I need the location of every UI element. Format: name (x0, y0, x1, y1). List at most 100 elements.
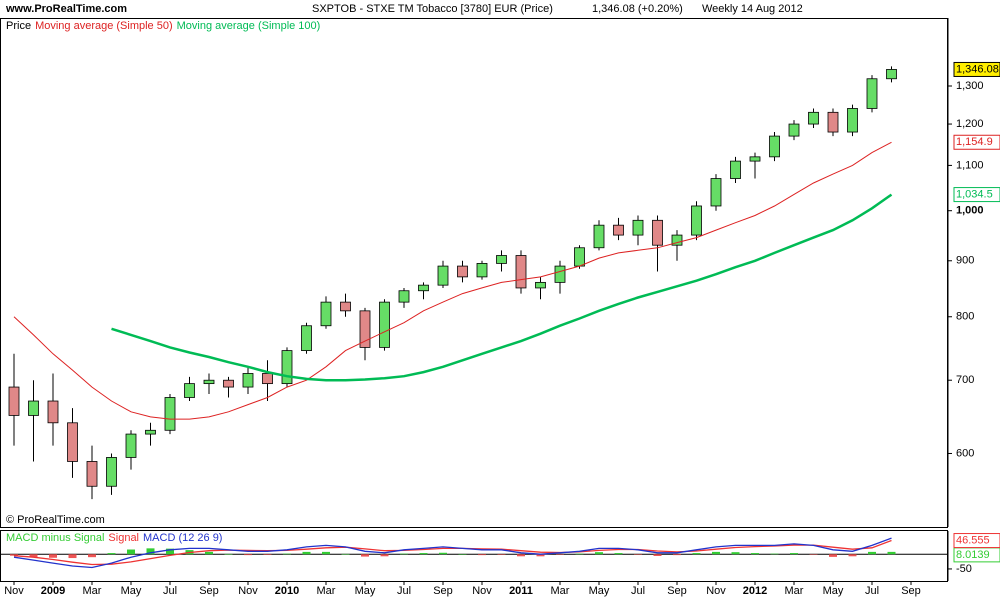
candle-body (515, 255, 527, 289)
histogram-bar (809, 554, 818, 555)
last-value-label: 46.555 (956, 534, 990, 546)
histogram-bar (536, 554, 545, 557)
candle-body (886, 69, 897, 80)
candle-body (398, 290, 410, 303)
histogram-bar (88, 554, 96, 558)
histogram-bar (692, 553, 701, 555)
histogram-bar (29, 554, 38, 558)
candle-body (164, 397, 176, 431)
candle-body (320, 301, 332, 327)
histogram-bar (556, 554, 564, 555)
candle-body (632, 219, 644, 236)
histogram-bar (10, 554, 18, 556)
x-tick-label: Nov (238, 585, 258, 597)
x-tick-label: Jul (631, 585, 645, 597)
candle-body (808, 111, 819, 125)
price-panel (0, 18, 948, 528)
histogram-bar (244, 554, 252, 556)
histogram-bar (770, 553, 779, 555)
x-tick-label: Nov (472, 585, 492, 597)
histogram-bar (868, 551, 876, 555)
candle-body (242, 373, 254, 388)
histogram-bar (887, 551, 896, 555)
candle-body (8, 386, 20, 416)
histogram-bar (49, 554, 57, 558)
candle-body (281, 350, 293, 385)
last-price-box (953, 61, 1000, 77)
histogram-bar (439, 552, 447, 555)
histogram-bar (400, 553, 408, 555)
website: www.ProRealTime.com (5, 3, 127, 15)
candle-body (652, 219, 663, 246)
x-tick-label: Jul (865, 585, 879, 597)
histogram-bar (263, 554, 272, 555)
x-tick-label: May (589, 585, 610, 597)
candle-body (769, 135, 780, 158)
histogram-bar (497, 554, 506, 555)
histogram-bar (146, 548, 155, 555)
histogram-bar (790, 553, 798, 555)
period: Weekly 14 Aug 2012 (702, 3, 803, 15)
legend-entry: Moving average (Simple 100) (177, 20, 321, 32)
histogram-bar (322, 551, 330, 555)
candle-body (106, 457, 117, 487)
candle-body (671, 234, 683, 246)
candle-body (788, 123, 800, 137)
candle-body (437, 265, 449, 286)
x-tick-label: 2009 (41, 585, 65, 597)
candle-body (28, 400, 39, 416)
x-tick-label: Mar (551, 585, 570, 597)
candle-body (613, 224, 624, 236)
candle-body (418, 284, 429, 292)
candle-body (749, 156, 761, 162)
y-tick-label: 600 (956, 447, 974, 459)
x-tick-label: Nov (706, 585, 726, 597)
candle-body (340, 301, 351, 312)
x-tick-label: Mar (317, 585, 336, 597)
candle-body (827, 111, 839, 133)
histogram-bar (380, 554, 389, 557)
candle-body (574, 247, 585, 267)
histogram-bar (653, 554, 662, 556)
candle-body (730, 160, 741, 179)
y-tick-label: 900 (956, 255, 974, 267)
x-tick-label: Jul (163, 585, 177, 597)
x-tick-label: 2011 (509, 585, 533, 597)
x-tick-label: 2012 (743, 585, 767, 597)
candle-body (262, 373, 273, 385)
macd-line (13, 539, 892, 566)
histogram-bar (458, 554, 467, 555)
x-tick-label: Sep (667, 585, 687, 597)
x-tick-label: Sep (199, 585, 219, 597)
candle-body (125, 433, 137, 458)
candle-body (593, 224, 605, 249)
copyright: © ProRealTime.com (6, 514, 105, 526)
y-tick-label: 1,300 (956, 80, 984, 92)
x-tick-label: Sep (901, 585, 921, 597)
histogram-bar (673, 554, 681, 556)
candle-body (301, 325, 312, 352)
x-tick-label: May (121, 585, 142, 597)
histogram-bar (127, 549, 135, 555)
histogram-bar (575, 553, 584, 555)
chart-title: SXPTOB - STXE TM Tobacco [3780] EUR (Pri… (312, 3, 553, 15)
histogram-bar (68, 554, 77, 559)
y-tick-label: 700 (956, 374, 974, 386)
histogram-bar (205, 551, 213, 555)
x-tick-label: Nov (4, 585, 24, 597)
legend-entry: MACD minus Signal (6, 532, 104, 544)
last-value-label: 8.0139 (956, 549, 990, 561)
price-change: 1,346.08 (+0.20%) (592, 3, 683, 15)
plot: 600 700 800 900 1,000 1,100 1,200 1,300 Price Mov… (0, 18, 1000, 597)
candle-body (691, 205, 702, 236)
macd-panel (0, 530, 948, 582)
histogram-bar (419, 553, 428, 555)
histogram-bar (478, 554, 486, 556)
moving-average (13, 141, 892, 420)
histogram-bar (751, 553, 759, 555)
candle-body (476, 263, 488, 278)
legend-entry: MACD (12 26 9) (143, 532, 222, 544)
legend-label: Price (6, 20, 31, 32)
histogram-bar (614, 553, 623, 555)
